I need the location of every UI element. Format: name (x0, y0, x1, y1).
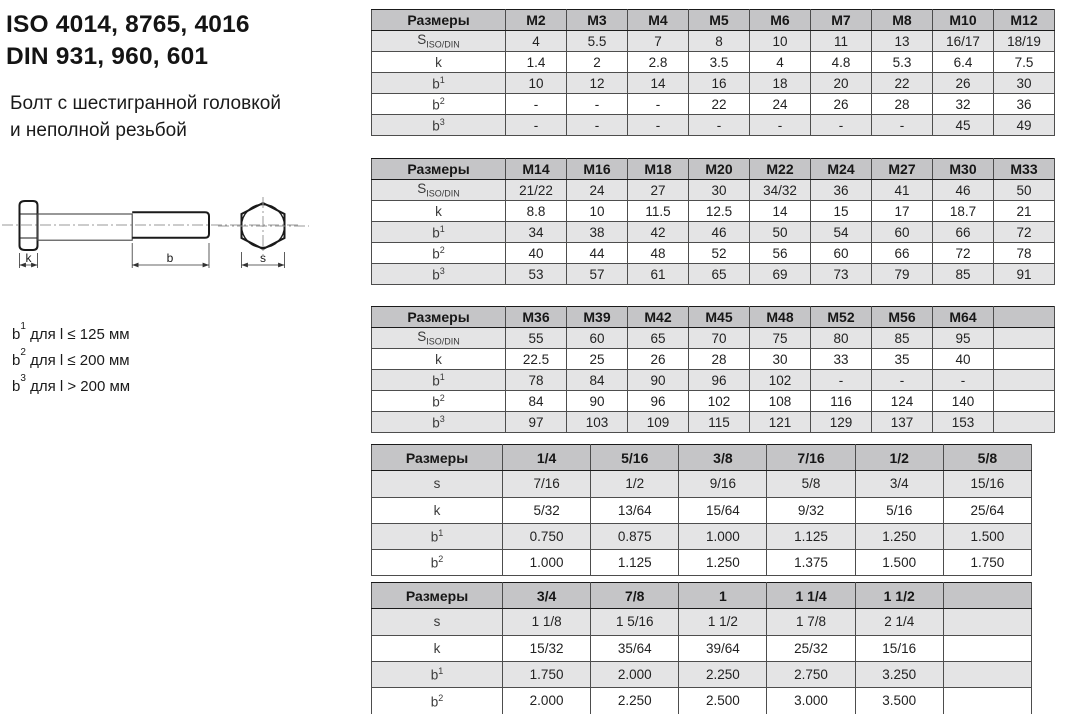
svg-text:k: k (26, 251, 33, 265)
svg-text:s: s (260, 251, 266, 265)
svg-text:b: b (167, 251, 174, 265)
